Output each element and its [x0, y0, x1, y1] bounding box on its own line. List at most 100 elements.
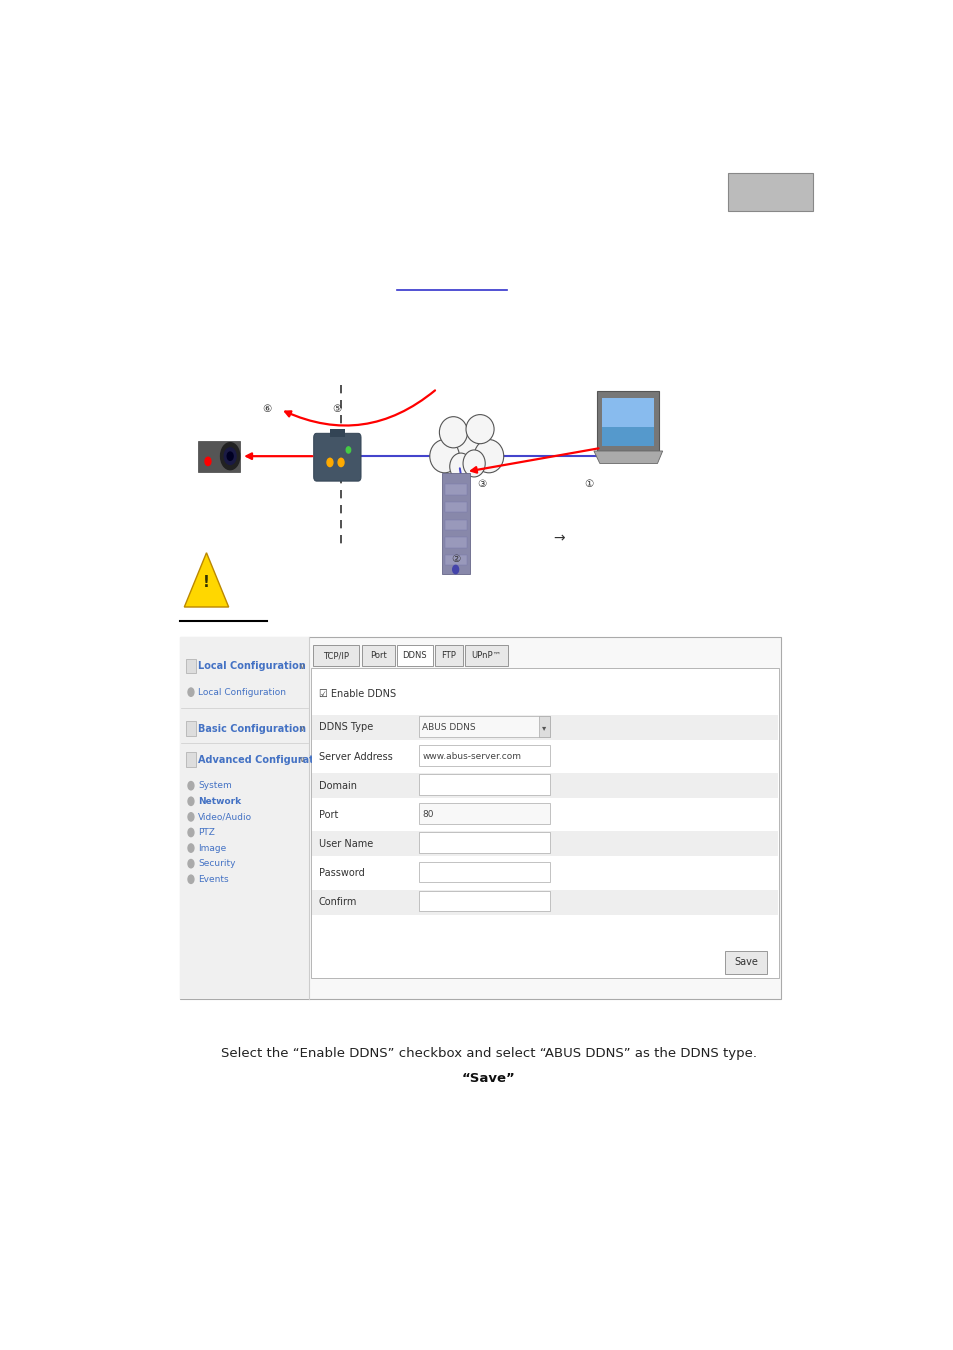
Text: TCP/IP: TCP/IP — [323, 651, 349, 660]
FancyBboxPatch shape — [465, 645, 507, 666]
FancyBboxPatch shape — [444, 502, 466, 512]
Polygon shape — [184, 552, 229, 608]
FancyBboxPatch shape — [444, 520, 466, 531]
FancyBboxPatch shape — [601, 398, 653, 446]
Text: 80: 80 — [422, 810, 434, 819]
Text: ②: ② — [451, 554, 459, 564]
Text: v: v — [299, 662, 304, 671]
FancyBboxPatch shape — [444, 555, 466, 566]
FancyBboxPatch shape — [418, 803, 550, 824]
FancyBboxPatch shape — [444, 485, 466, 494]
Ellipse shape — [474, 440, 503, 472]
Text: Local Configuration: Local Configuration — [198, 687, 286, 697]
Ellipse shape — [439, 417, 467, 448]
FancyBboxPatch shape — [724, 950, 766, 973]
Circle shape — [188, 829, 193, 837]
Circle shape — [188, 782, 193, 790]
Text: Server Address: Server Address — [318, 752, 392, 761]
Text: ABUS DDNS: ABUS DDNS — [422, 724, 476, 732]
FancyBboxPatch shape — [186, 752, 196, 767]
Text: FTP: FTP — [441, 651, 456, 660]
FancyBboxPatch shape — [597, 390, 659, 454]
Text: Events: Events — [198, 875, 229, 884]
FancyBboxPatch shape — [311, 668, 778, 977]
Text: Confirm: Confirm — [318, 898, 356, 907]
FancyBboxPatch shape — [180, 637, 309, 999]
FancyBboxPatch shape — [330, 429, 344, 437]
Circle shape — [337, 458, 344, 467]
Text: Video/Audio: Video/Audio — [198, 813, 253, 821]
Ellipse shape — [429, 440, 458, 472]
Text: User Name: User Name — [318, 838, 373, 849]
Text: !: ! — [203, 575, 210, 590]
FancyBboxPatch shape — [312, 860, 778, 886]
FancyBboxPatch shape — [180, 637, 781, 999]
Text: Network: Network — [198, 796, 241, 806]
Text: ⑥: ⑥ — [262, 405, 272, 414]
Text: www.abus-server.com: www.abus-server.com — [422, 752, 520, 761]
Text: UPnP™: UPnP™ — [471, 651, 501, 660]
FancyBboxPatch shape — [312, 744, 778, 769]
FancyBboxPatch shape — [361, 645, 395, 666]
Circle shape — [188, 813, 193, 821]
FancyBboxPatch shape — [441, 472, 469, 574]
Ellipse shape — [446, 427, 487, 468]
Circle shape — [188, 860, 193, 868]
Text: ⑤: ⑤ — [333, 405, 341, 414]
Circle shape — [205, 458, 211, 466]
FancyBboxPatch shape — [312, 774, 778, 798]
Circle shape — [327, 458, 333, 467]
Circle shape — [220, 443, 239, 470]
Text: Basic Configuration: Basic Configuration — [198, 724, 306, 733]
Text: ③: ③ — [476, 479, 486, 489]
Text: Save: Save — [733, 957, 757, 968]
FancyBboxPatch shape — [312, 802, 778, 828]
FancyBboxPatch shape — [538, 716, 550, 737]
Polygon shape — [594, 451, 662, 463]
Text: Port: Port — [318, 810, 337, 819]
Circle shape — [188, 796, 193, 806]
Circle shape — [188, 875, 193, 883]
Text: Select the “Enable DDNS” checkbox and select “ABUS DDNS” as the DDNS type.: Select the “Enable DDNS” checkbox and se… — [221, 1048, 756, 1060]
Text: PTZ: PTZ — [198, 828, 215, 837]
Circle shape — [453, 566, 458, 574]
FancyBboxPatch shape — [396, 645, 432, 666]
Circle shape — [227, 452, 233, 460]
Circle shape — [224, 448, 235, 464]
FancyBboxPatch shape — [314, 433, 360, 481]
FancyBboxPatch shape — [601, 398, 653, 427]
Circle shape — [346, 447, 351, 454]
Text: DDNS: DDNS — [402, 651, 427, 660]
FancyBboxPatch shape — [186, 721, 196, 736]
FancyBboxPatch shape — [312, 832, 778, 856]
FancyBboxPatch shape — [418, 716, 550, 737]
Text: Password: Password — [318, 868, 364, 878]
FancyBboxPatch shape — [444, 537, 466, 548]
Text: Security: Security — [198, 859, 235, 868]
Text: →: → — [553, 532, 564, 545]
FancyBboxPatch shape — [313, 645, 359, 666]
Text: DDNS Type: DDNS Type — [318, 722, 373, 733]
FancyBboxPatch shape — [418, 775, 550, 795]
Text: ☑ Enable DDNS: ☑ Enable DDNS — [318, 690, 395, 699]
Text: Domain: Domain — [318, 780, 356, 791]
Text: v: v — [299, 724, 304, 733]
Ellipse shape — [449, 454, 472, 481]
FancyBboxPatch shape — [197, 440, 239, 471]
FancyBboxPatch shape — [435, 645, 462, 666]
FancyBboxPatch shape — [312, 716, 778, 740]
Text: Image: Image — [198, 844, 227, 853]
Text: v: v — [299, 755, 304, 764]
FancyBboxPatch shape — [728, 173, 813, 211]
FancyBboxPatch shape — [186, 659, 196, 674]
Text: ①: ① — [583, 479, 593, 489]
Circle shape — [188, 844, 193, 852]
FancyBboxPatch shape — [418, 861, 550, 883]
FancyBboxPatch shape — [418, 745, 550, 765]
Text: Local Configuration: Local Configuration — [198, 662, 306, 671]
FancyBboxPatch shape — [312, 890, 778, 914]
Text: System: System — [198, 782, 232, 790]
Ellipse shape — [465, 414, 494, 444]
Text: “Save”: “Save” — [461, 1072, 516, 1085]
Ellipse shape — [462, 450, 485, 477]
